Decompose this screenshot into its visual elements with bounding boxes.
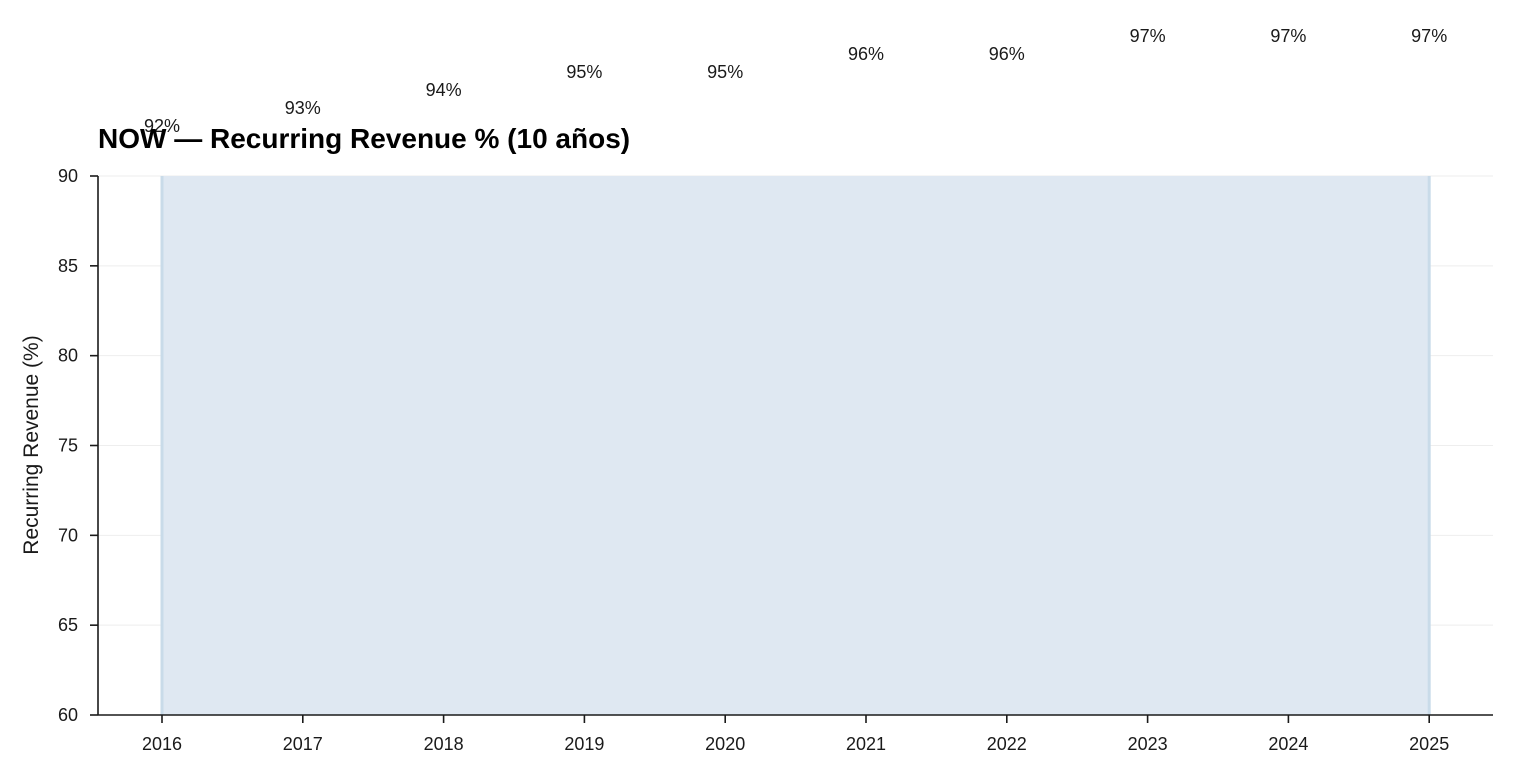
- data-label: 95%: [566, 62, 602, 82]
- data-label: 93%: [285, 98, 321, 118]
- data-label: 95%: [707, 62, 743, 82]
- x-tick-label: 2017: [283, 734, 323, 754]
- y-tick-label: 60: [58, 705, 78, 725]
- x-axis-ticks: 2016 2017 2018 2019 2020 2021 2022 2023 2024 2025: [142, 715, 1449, 754]
- y-tick-label: 80: [58, 346, 78, 366]
- data-labels: 92% 93% 94% 95% 95% 96% 96% 97% 97% 97%: [144, 26, 1447, 136]
- x-tick-label: 2025: [1409, 734, 1449, 754]
- y-axis-ticks: 60 65 70 75 80 85 90: [58, 166, 98, 725]
- chart-title: NOW — Recurring Revenue % (10 años): [98, 123, 630, 154]
- y-tick-label: 65: [58, 615, 78, 635]
- area-series: [160, 176, 1431, 715]
- x-tick-label: 2019: [564, 734, 604, 754]
- x-tick-label: 2016: [142, 734, 182, 754]
- y-axis-label: Recurring Revenue (%): [20, 335, 43, 554]
- x-tick-label: 2022: [987, 734, 1027, 754]
- area-fill: [162, 176, 1430, 715]
- x-tick-label: 2024: [1268, 734, 1308, 754]
- y-tick-label: 75: [58, 436, 78, 456]
- data-label: 97%: [1411, 26, 1447, 46]
- x-tick-label: 2018: [424, 734, 464, 754]
- data-label: 96%: [989, 44, 1025, 64]
- x-tick-label: 2021: [846, 734, 886, 754]
- data-label: 96%: [848, 44, 884, 64]
- data-label: 97%: [1270, 26, 1306, 46]
- y-tick-label: 90: [58, 166, 78, 186]
- x-tick-label: 2020: [705, 734, 745, 754]
- data-label: 97%: [1130, 26, 1166, 46]
- x-tick-label: 2023: [1128, 734, 1168, 754]
- data-label: 94%: [426, 80, 462, 100]
- y-tick-label: 70: [58, 525, 78, 545]
- data-label: 92%: [144, 116, 180, 136]
- y-tick-label: 85: [58, 256, 78, 276]
